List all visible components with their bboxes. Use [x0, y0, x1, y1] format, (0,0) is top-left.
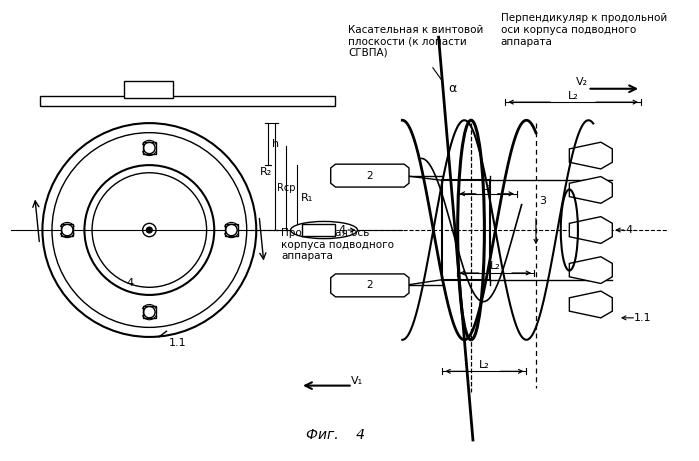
- Text: α: α: [448, 82, 456, 95]
- Text: 4: 4: [338, 225, 346, 235]
- Polygon shape: [570, 291, 612, 318]
- Text: L₂: L₂: [568, 91, 579, 101]
- Bar: [40, 96, 336, 106]
- Polygon shape: [570, 257, 612, 284]
- Text: 3: 3: [539, 196, 546, 207]
- Text: 1.1: 1.1: [634, 313, 651, 323]
- Bar: [302, 225, 336, 236]
- Text: Перпендикуляр к продольной
оси корпуса подводного
аппарата: Перпендикуляр к продольной оси корпуса п…: [500, 13, 667, 47]
- Text: 2: 2: [64, 225, 70, 235]
- Text: R₂: R₂: [259, 167, 272, 177]
- Text: 2: 2: [147, 143, 152, 153]
- Polygon shape: [570, 177, 612, 203]
- Polygon shape: [570, 142, 612, 169]
- Text: Касательная к винтовой
плоскости (к лопасти
СГВПА): Касательная к винтовой плоскости (к лопа…: [348, 25, 483, 58]
- Bar: [143, 306, 156, 318]
- Text: 2: 2: [366, 280, 373, 290]
- Bar: [61, 224, 73, 236]
- Text: Продольная ось
корпуса подводного
аппарата: Продольная ось корпуса подводного аппара…: [281, 228, 394, 261]
- Text: 2: 2: [229, 225, 234, 235]
- Text: Rср: Rср: [277, 183, 295, 193]
- Bar: [143, 142, 156, 154]
- Bar: [225, 224, 238, 236]
- Bar: [124, 81, 173, 98]
- Text: 2: 2: [366, 171, 373, 181]
- Text: 2: 2: [147, 307, 152, 317]
- Text: 4: 4: [127, 278, 134, 288]
- Text: h: h: [272, 139, 279, 149]
- Text: V₁: V₁: [350, 376, 363, 386]
- Polygon shape: [570, 217, 612, 243]
- Text: Фиг.    4: Фиг. 4: [306, 428, 365, 442]
- Text: 4: 4: [626, 225, 633, 235]
- Text: V₂: V₂: [576, 77, 588, 87]
- Polygon shape: [331, 274, 409, 297]
- Text: R₁: R₁: [301, 193, 313, 202]
- Text: L₂: L₂: [481, 182, 491, 192]
- Polygon shape: [331, 164, 409, 187]
- Ellipse shape: [291, 221, 357, 239]
- Text: L₂: L₂: [489, 261, 500, 271]
- Text: 1.1: 1.1: [169, 337, 187, 348]
- Circle shape: [147, 227, 152, 233]
- Text: 2: 2: [321, 225, 327, 235]
- Text: L₂: L₂: [479, 360, 490, 370]
